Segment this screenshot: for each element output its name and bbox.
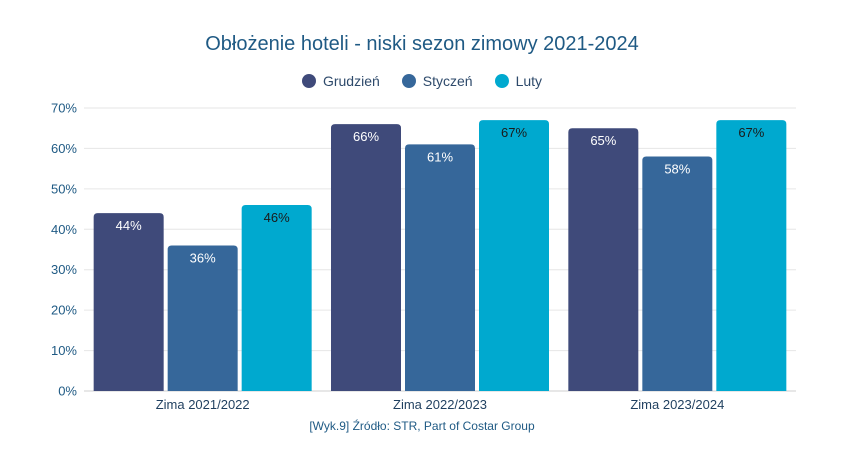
legend-item-grudzien: Grudzień [301, 73, 380, 89]
legend-label-styczen: Styczeń [422, 73, 473, 89]
data-label: 67% [738, 125, 764, 140]
bar [642, 156, 713, 391]
x-tick-label: Zima 2022/2023 [393, 397, 487, 412]
x-tick-label: Zima 2021/2022 [156, 397, 250, 412]
bar [331, 124, 401, 392]
legend-swatch-styczen [401, 74, 416, 88]
bar [568, 128, 639, 391]
y-tick-label: 30% [51, 262, 77, 277]
bar [93, 213, 164, 391]
data-label: 66% [353, 129, 379, 144]
data-label: 46% [264, 210, 290, 225]
bar [405, 144, 475, 391]
y-tick-label: 10% [51, 343, 77, 358]
data-label: 65% [590, 133, 616, 148]
legend-swatch-luty [494, 74, 509, 88]
bar [716, 120, 787, 391]
data-label: 67% [501, 125, 527, 140]
bar [479, 120, 549, 391]
bar [241, 205, 312, 391]
y-tick-label: 50% [51, 181, 77, 196]
source-note: [Wyk.9] Źródło: STR, Part of Costar Grou… [309, 419, 535, 433]
y-tick-label: 0% [58, 384, 77, 399]
legend: Grudzień Styczeń Luty [0, 73, 844, 89]
chart-title: Obłożenie hoteli - niski sezon zimowy 20… [205, 33, 639, 55]
y-tick-label: 70% [51, 101, 77, 116]
x-tick-label: Zima 2023/2024 [630, 397, 724, 412]
legend-swatch-grudzien [301, 74, 316, 88]
bar [167, 245, 238, 391]
legend-label-grudzien: Grudzień [322, 73, 380, 89]
y-tick-label: 60% [51, 141, 77, 156]
legend-item-styczen: Styczeń [401, 73, 473, 89]
legend-item-luty: Luty [494, 73, 543, 89]
data-label: 58% [664, 162, 690, 177]
data-label: 36% [190, 250, 216, 265]
legend-label-luty: Luty [515, 73, 543, 89]
data-label: 61% [427, 149, 453, 164]
y-tick-label: 20% [51, 303, 77, 318]
y-tick-label: 40% [51, 222, 77, 237]
data-label: 44% [116, 218, 142, 233]
